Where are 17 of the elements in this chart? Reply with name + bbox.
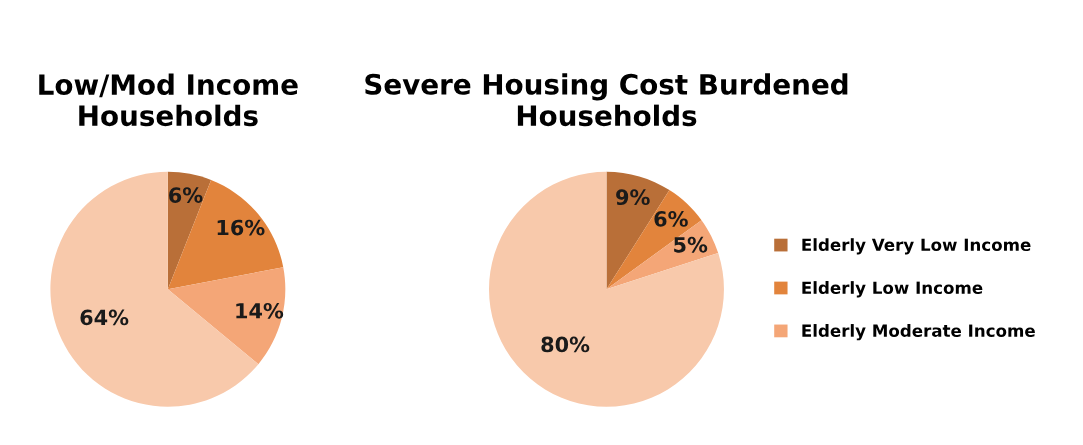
data-label: 9% (616, 189, 650, 206)
data-label: 16% (217, 219, 265, 236)
data-label: 6% (169, 187, 203, 203)
data-label: 5% (674, 236, 708, 253)
data-label: 80% (541, 336, 590, 353)
pie-slice (489, 171, 724, 407)
data-label: 6% (654, 211, 688, 227)
chart-title: Low/Mod Income Households (39, 73, 298, 127)
pie-slice (167, 180, 284, 290)
legend-label: Elderly Very Low Income (802, 238, 1031, 255)
pie-slice (167, 171, 212, 290)
data-label: 64% (80, 309, 129, 326)
pie-slice (167, 267, 286, 365)
legend-label: Elderly Moderate Income (802, 324, 1035, 341)
data-label: 14% (236, 302, 284, 319)
legend-label: Elderly Low Income (802, 281, 983, 298)
chart-title: Severe Housing Cost Burdened Households (365, 73, 848, 127)
